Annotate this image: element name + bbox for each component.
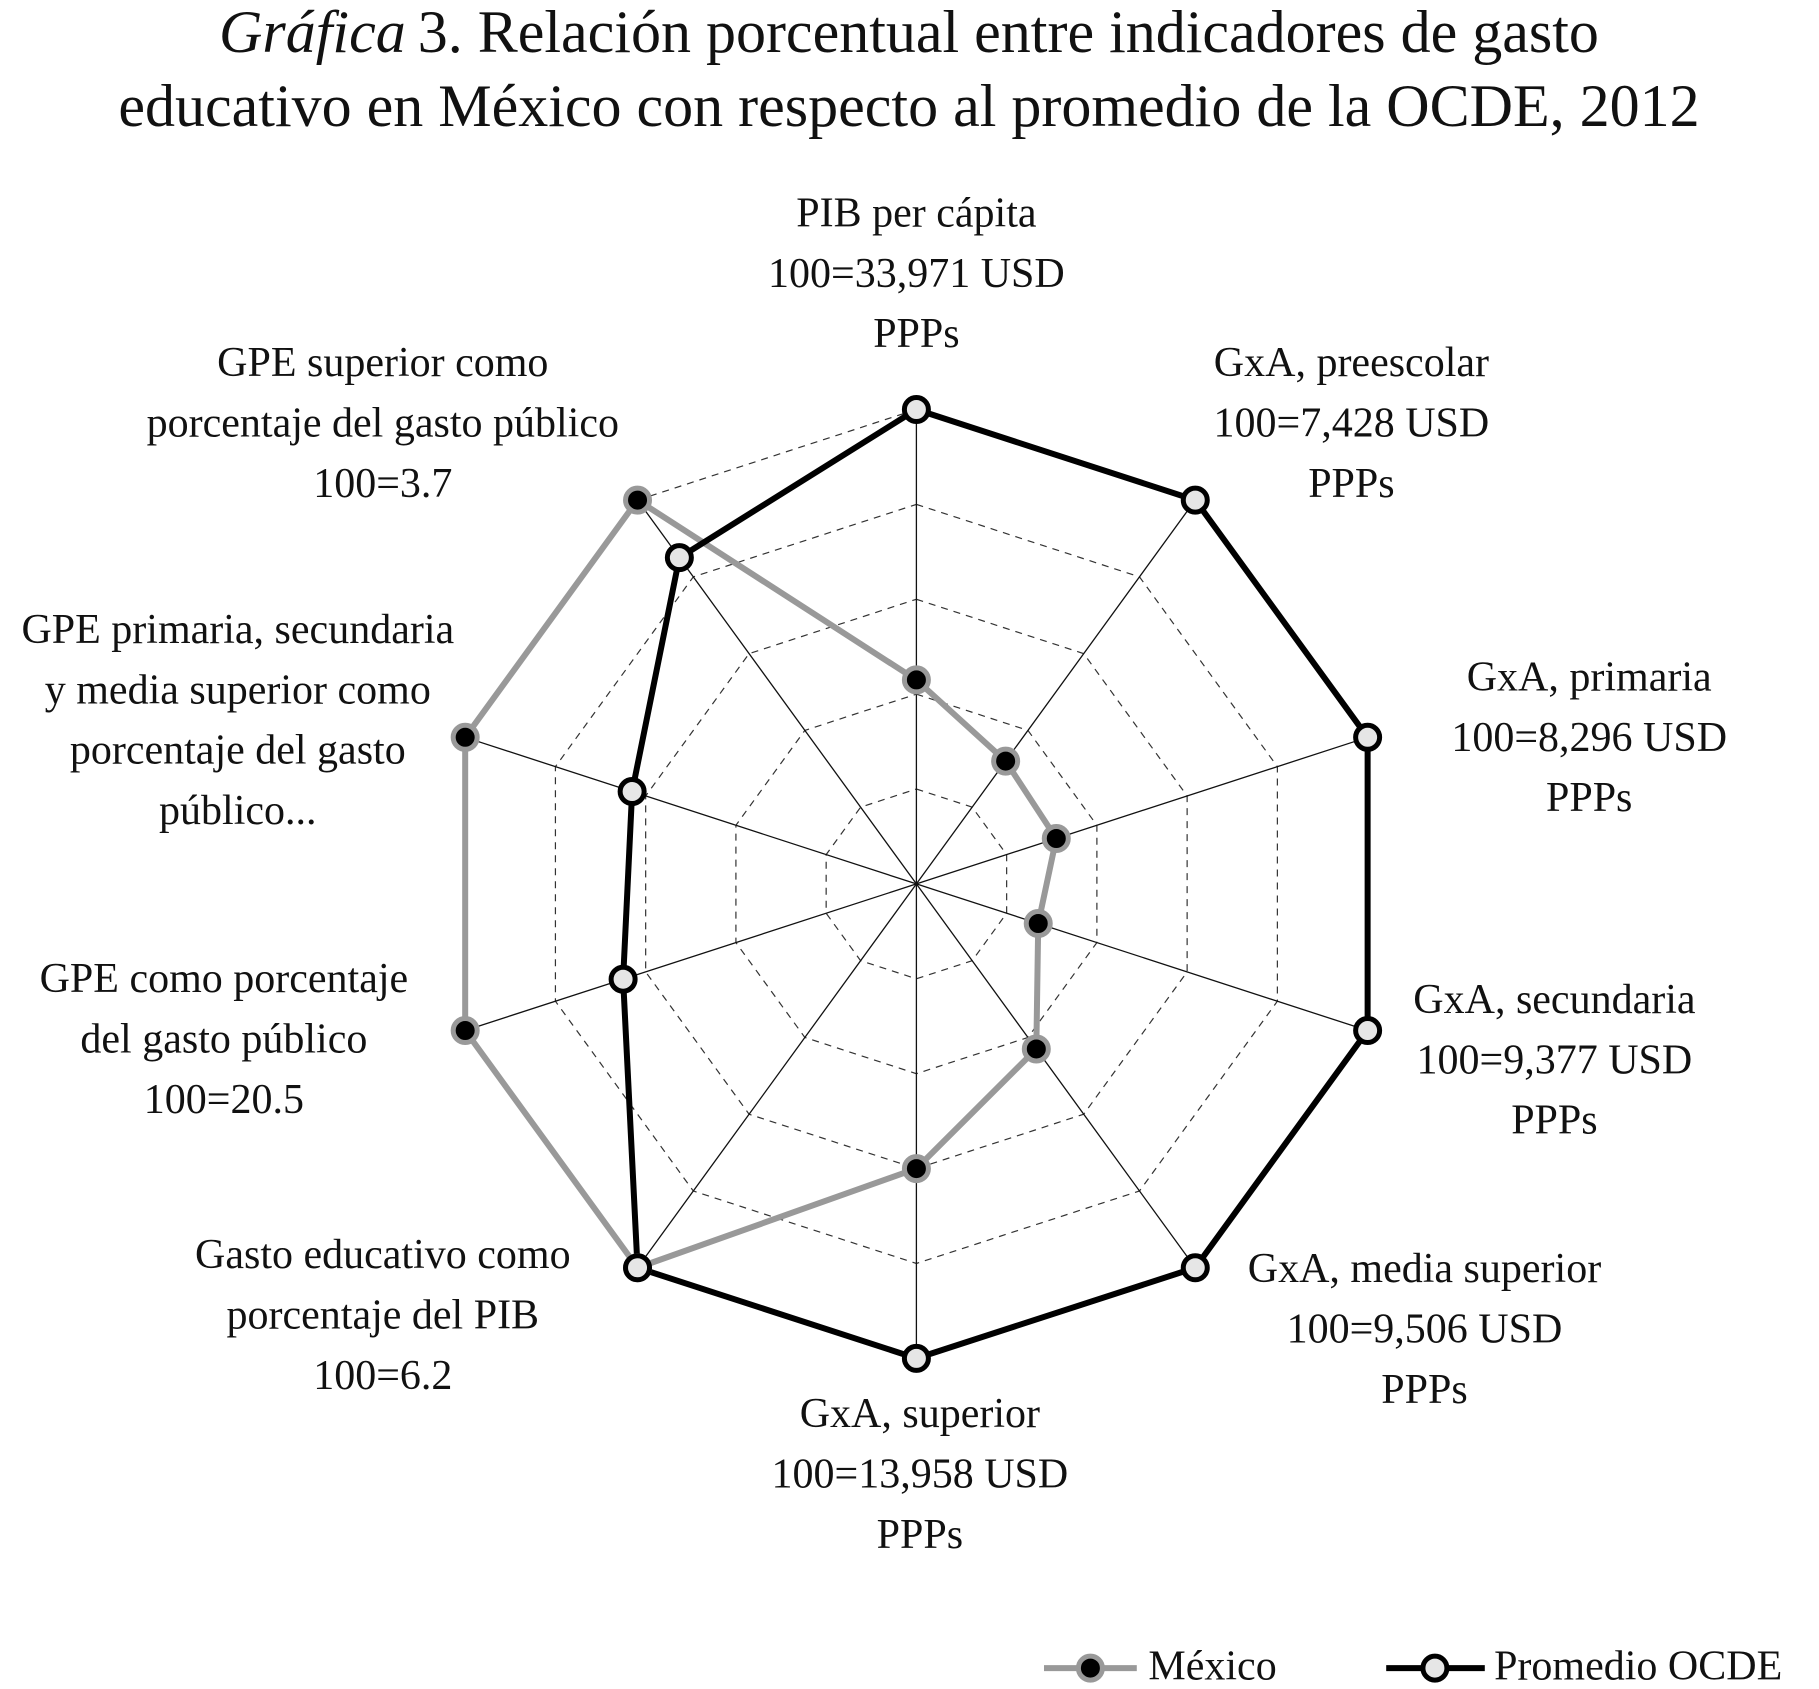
axis-label: PPPs (1308, 461, 1394, 507)
axis-label: GPE como porcentaje (40, 956, 409, 1002)
axis-label: PPPs (1381, 1367, 1467, 1413)
spoke (916, 883, 1368, 1032)
legend-marker (1420, 1653, 1450, 1683)
marker (1353, 722, 1383, 752)
grid-ring (825, 788, 1008, 980)
marker (664, 543, 694, 573)
axis-label: 100=8,296 USD (1451, 715, 1727, 761)
axis-label: PPPs (1546, 775, 1632, 821)
marker (1041, 823, 1071, 853)
axis-label: PPPs (873, 311, 959, 357)
marker (608, 964, 638, 994)
axis-label: 100=6.2 (313, 1353, 452, 1399)
axis-label: 100=3.7 (313, 461, 452, 507)
marker (901, 1154, 931, 1184)
spoke (915, 883, 1196, 1269)
axis-label: y media superior como (45, 667, 431, 713)
axis-label: GxA, preescolar (1214, 340, 1489, 386)
marker (991, 746, 1021, 776)
spoke (464, 736, 917, 885)
chart-title: Gráfica 3. Relación porcentual entre indi… (219, 0, 1599, 65)
marker (1021, 1034, 1051, 1064)
axis-label: 100=7,428 USD (1214, 401, 1490, 447)
legend-label: México (1148, 1644, 1276, 1689)
marker (623, 485, 653, 515)
series-line (462, 497, 1060, 1271)
axis-label: público... (159, 788, 316, 834)
marker (450, 722, 480, 752)
axis-label: GxA, secundaria (1413, 977, 1696, 1023)
title-line: 3. Relación porcentual entre indicadores… (418, 0, 1599, 65)
marker (1180, 1253, 1210, 1283)
axis-label: PPPs (1511, 1098, 1597, 1144)
marker (901, 1343, 931, 1373)
marker (623, 1253, 653, 1283)
marker (617, 777, 647, 807)
axis-label: porcentaje del gasto (70, 728, 406, 774)
axis-label: 100=9,377 USD (1417, 1037, 1693, 1083)
axis-label: Gasto educativo como (195, 1232, 571, 1278)
axis-label: 100=13,958 USD (772, 1451, 1069, 1497)
series-line (620, 406, 1371, 1362)
marker (450, 1016, 480, 1046)
axis-label: GxA, media superior (1248, 1246, 1601, 1292)
axis-label: GPE primaria, secundaria (21, 607, 454, 653)
axis-label: GxA, primaria (1467, 655, 1712, 701)
spoke (464, 883, 917, 1032)
grid (464, 408, 1369, 1359)
title-prefix: Gráfica (219, 0, 406, 65)
axis-label: del gasto público (80, 1016, 367, 1062)
marker (901, 665, 931, 695)
marker (901, 394, 931, 424)
chart-title-line: educativo en México con respecto al prom… (118, 73, 1699, 139)
spoke (915, 499, 1196, 885)
axis-label: GxA, superior (800, 1391, 1040, 1437)
marker (1023, 909, 1053, 939)
axis-label: 100=9,506 USD (1287, 1306, 1563, 1352)
axis-label: porcentaje del PIB (227, 1293, 540, 1339)
axis-label: PPPs (877, 1512, 963, 1558)
legend-marker (1075, 1653, 1105, 1683)
legend: México Promedio OCDE (1044, 1644, 1782, 1689)
axis-label: GPE superior como (217, 340, 548, 386)
labels: PIB per cápita 100=33,971 USD PPPs GxA, pre… (21, 191, 1727, 1558)
axis-label: 100=33,971 USD (768, 251, 1065, 297)
axis-label: porcentaje del gasto público (147, 401, 619, 447)
spoke (637, 883, 917, 1269)
spoke (916, 736, 1368, 885)
marker (1353, 1016, 1383, 1046)
legend-label: Promedio OCDE (1494, 1644, 1782, 1689)
axis-label: 100=20.5 (144, 1077, 304, 1123)
axis-label: PIB per cápita (796, 191, 1037, 237)
marker (1180, 485, 1210, 515)
plot (450, 394, 1383, 1373)
